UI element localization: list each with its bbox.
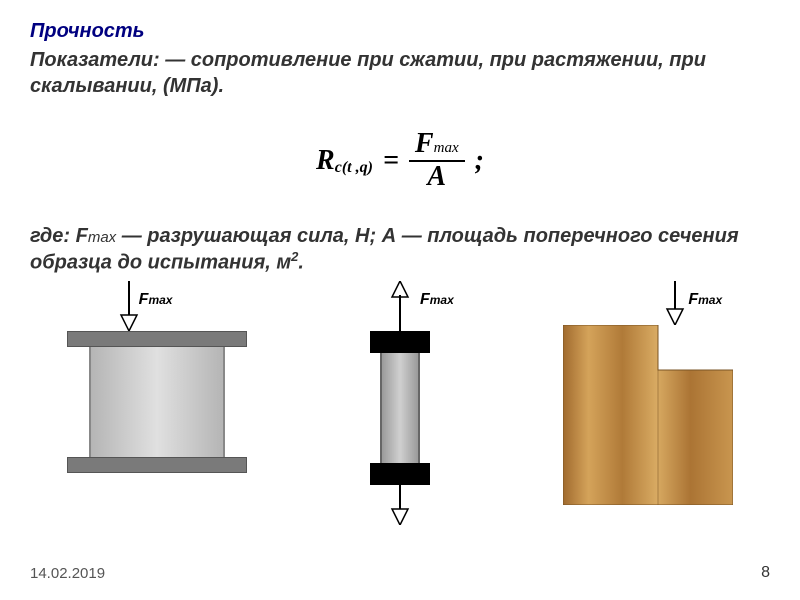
def-mid: — разрушающая сила, Н; А — площадь попер… (30, 225, 739, 274)
formula-sub: c(t ,q) (335, 159, 373, 177)
page-number: 8 (761, 564, 770, 582)
formula-numerator: Fmax (409, 129, 465, 162)
compression-body (89, 347, 225, 457)
fmax-sub: max (698, 293, 722, 307)
compression-plate-bottom (67, 457, 247, 473)
formula-denominator: A (421, 162, 452, 193)
fmax-sub: max (148, 293, 172, 307)
def-end: . (298, 251, 304, 273)
diagrams-row: Fmax Fmax Fmax (30, 281, 770, 521)
subtitle: Показатели: — сопротивление при сжатии, … (30, 47, 770, 99)
formula-block: R c(t ,q) = Fmax A ; (30, 129, 770, 193)
fmax-F: F (139, 291, 149, 308)
arrow-down-icon (117, 281, 141, 331)
diagram-tension: Fmax (300, 281, 500, 521)
formula-args: (t ,q) (342, 159, 373, 176)
arrow-down-icon (663, 281, 687, 325)
formula-fraction: Fmax A (409, 129, 465, 193)
tension-cap-top (370, 331, 430, 353)
formula-R: R (316, 145, 335, 177)
footer-date: 14.02.2019 (30, 565, 105, 582)
tension-cap-bottom (370, 463, 430, 485)
fmax-F: F (688, 291, 698, 308)
tension-body (380, 353, 420, 463)
diagram-compression: Fmax (47, 281, 267, 521)
arrow-down-icon (388, 485, 412, 525)
compression-plate-top (67, 331, 247, 347)
fmax-label-3: Fmax (688, 291, 722, 309)
fmax-label-2: Fmax (420, 291, 454, 309)
fmax-label-1: Fmax (139, 291, 173, 309)
diagram-shear: Fmax (533, 281, 753, 521)
definition-text: где: Fmax — разрушающая сила, Н; А — пло… (30, 223, 770, 276)
formula-eq: = (383, 145, 399, 177)
formula-F: F (415, 128, 434, 159)
def-pre: где: F (30, 225, 88, 247)
formula-semicolon: ; (475, 145, 484, 177)
fmax-F: F (420, 291, 430, 308)
page-title: Прочность (30, 20, 770, 43)
arrow-up-icon (388, 281, 412, 331)
shear-wood-block (563, 325, 733, 505)
fmax-sub: max (430, 293, 454, 307)
def-sub: max (88, 229, 116, 246)
formula-Fsub: max (434, 140, 459, 156)
formula-lhs: R c(t ,q) (316, 145, 373, 177)
formula-sub-c: c (335, 159, 342, 176)
